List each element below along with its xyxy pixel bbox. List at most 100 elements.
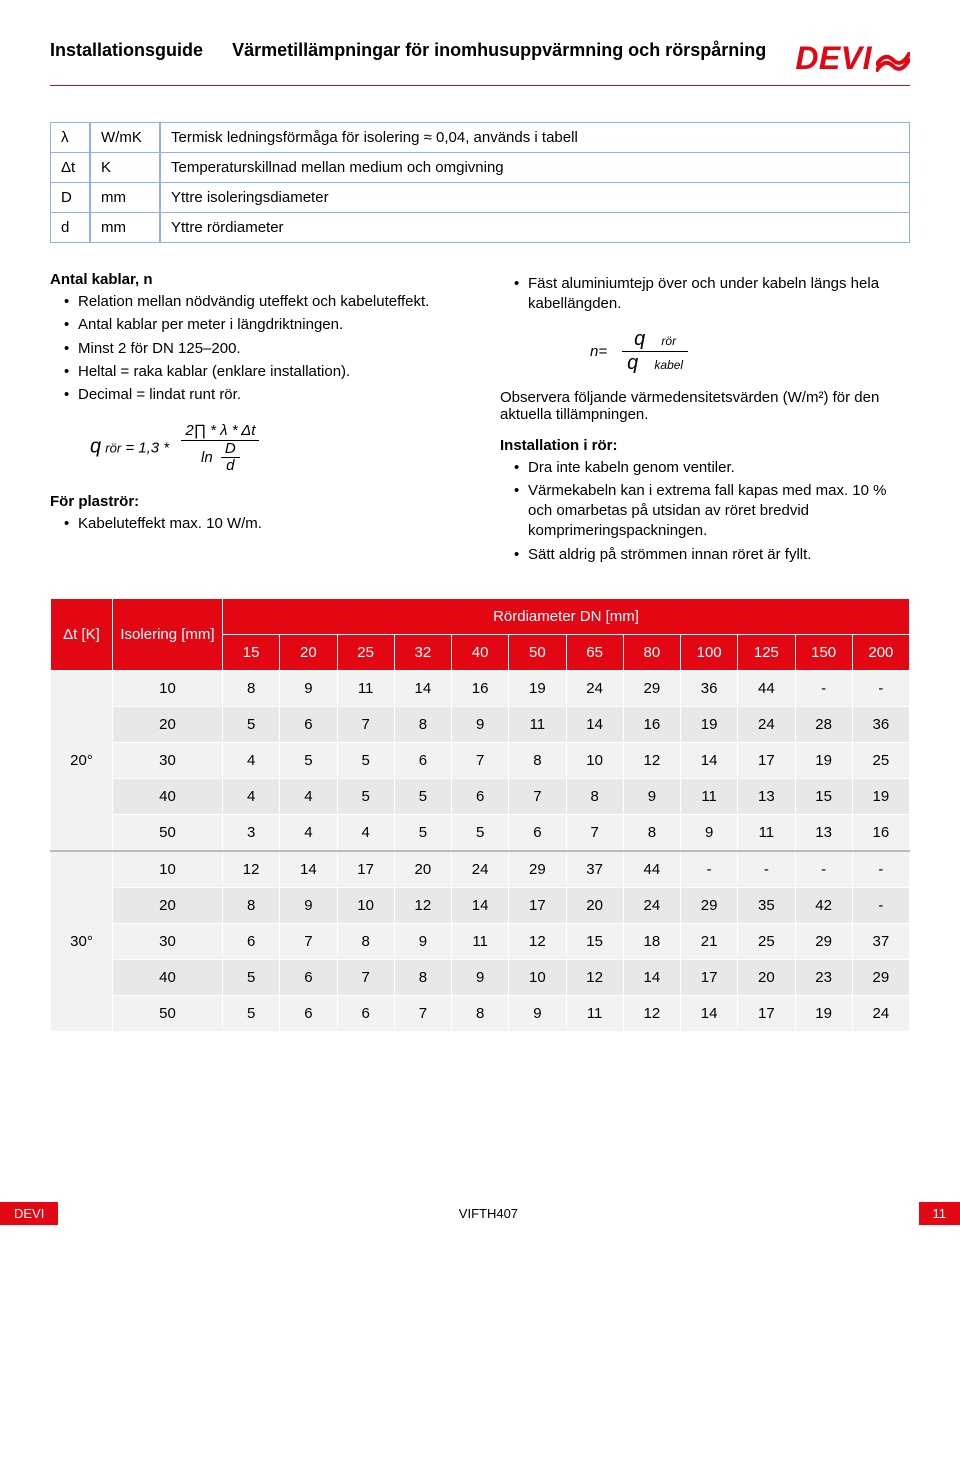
n-formula: n= q rör q kabel [590,328,695,375]
header-rule [50,85,910,86]
value-cell: 8 [337,923,394,959]
value-cell: - [852,887,909,923]
value-cell: 11 [681,778,738,814]
iso-cell: 10 [113,670,223,706]
density-note: Observera följande värmedensitetsvärden … [500,389,910,423]
iso-cell: 50 [113,995,223,1031]
def-unit: mm [90,213,160,243]
list-item: Fäst aluminiumtejp över och under kabeln… [500,274,910,315]
value-cell: 16 [852,814,909,851]
value-cell: - [852,670,909,706]
value-cell: 14 [566,706,623,742]
value-cell: 37 [852,923,909,959]
value-cell: 8 [566,778,623,814]
value-cell: 9 [509,995,566,1031]
value-cell: 8 [452,995,509,1031]
value-cell: 36 [681,670,738,706]
dn-col: 200 [852,634,909,670]
value-cell: 16 [623,706,680,742]
col-group: Rördiameter DN [mm] [223,598,910,634]
value-cell: 19 [509,670,566,706]
def-sym: d [50,213,90,243]
value-cell: 9 [394,923,451,959]
value-cell: 5 [280,742,337,778]
value-cell: 11 [337,670,394,706]
install-list: Dra inte kabeln genom ventiler. Värmekabe… [500,458,910,565]
dn-col: 40 [452,634,509,670]
antal-kablar-title: Antal kablar, n [50,271,460,288]
value-cell: 3 [223,814,280,851]
plastror-title: För plaströr: [50,493,460,510]
install-title: Installation i rör: [500,437,910,454]
right-column: Fäst aluminiumtejp över och under kabeln… [500,271,910,568]
value-cell: 18 [623,923,680,959]
value-cell: 5 [337,778,394,814]
value-cell: 6 [280,995,337,1031]
brand-name: DEVI [795,40,872,77]
value-cell: 35 [738,887,795,923]
value-cell: 7 [566,814,623,851]
value-cell: 24 [852,995,909,1031]
value-cell: - [681,851,738,888]
def-desc: Termisk ledningsförmåga för isolering ≈ … [160,122,910,153]
value-cell: 8 [223,887,280,923]
list-item: Sätt aldrig på strömmen innan röret är f… [500,545,910,565]
value-cell: 24 [566,670,623,706]
value-cell: 29 [623,670,680,706]
footer-brand: DEVI [0,1202,58,1225]
iso-cell: 20 [113,706,223,742]
value-cell: 6 [223,923,280,959]
value-cell: 25 [738,923,795,959]
value-cell: 6 [280,706,337,742]
value-cell: 7 [337,706,394,742]
value-cell: 5 [223,995,280,1031]
brand-logo: DEVI [795,40,910,77]
value-cell: - [738,851,795,888]
value-cell: 17 [738,742,795,778]
col-iso: Isolering [mm] [113,598,223,670]
value-cell: 5 [223,959,280,995]
value-cell: 7 [394,995,451,1031]
def-unit: mm [90,183,160,213]
dn-col: 65 [566,634,623,670]
left-column: Antal kablar, n Relation mellan nödvändi… [50,271,460,568]
list-item: Dra inte kabeln genom ventiler. [500,458,910,478]
aluminium-list: Fäst aluminiumtejp över och under kabeln… [500,274,910,315]
pipe-diameter-table: Δt [K] Isolering [mm] Rördiameter DN [mm… [50,598,910,1032]
list-item: Värmekabeln kan i extrema fall kapas med… [500,481,910,542]
value-cell: 24 [623,887,680,923]
value-cell: 28 [795,706,852,742]
footer-page: 11 [919,1202,960,1225]
dn-col: 150 [795,634,852,670]
value-cell: 6 [280,959,337,995]
value-cell: 29 [795,923,852,959]
value-cell: 29 [681,887,738,923]
value-cell: 5 [223,706,280,742]
def-sym: D [50,183,90,213]
value-cell: 13 [795,814,852,851]
value-cell: 24 [452,851,509,888]
q-formula: q rör = 1,3 * 2∏ * λ * Δt ln D d [90,423,460,475]
value-cell: 14 [681,995,738,1031]
def-desc: Temperaturskillnad mellan medium och omg… [160,153,910,183]
header-center: Värmetillämpningar för inomhusuppvärmnin… [203,40,795,61]
antal-kablar-list: Relation mellan nödvändig uteffekt och k… [50,292,460,405]
dn-col: 20 [280,634,337,670]
value-cell: 10 [337,887,394,923]
dt-cell: 30° [51,851,113,1032]
value-cell: 12 [566,959,623,995]
value-cell: 9 [452,959,509,995]
dn-col: 15 [223,634,280,670]
list-item: Kabeluteffekt max. 10 W/m. [50,514,460,534]
value-cell: - [795,851,852,888]
list-item: Relation mellan nödvändig uteffekt och k… [50,292,460,312]
iso-cell: 40 [113,778,223,814]
value-cell: 10 [509,959,566,995]
page-footer: DEVI VIFTH407 11 [0,1202,960,1225]
value-cell: 4 [223,778,280,814]
value-cell: 14 [280,851,337,888]
value-cell: 5 [394,778,451,814]
value-cell: 20 [394,851,451,888]
value-cell: 12 [509,923,566,959]
value-cell: 9 [623,778,680,814]
